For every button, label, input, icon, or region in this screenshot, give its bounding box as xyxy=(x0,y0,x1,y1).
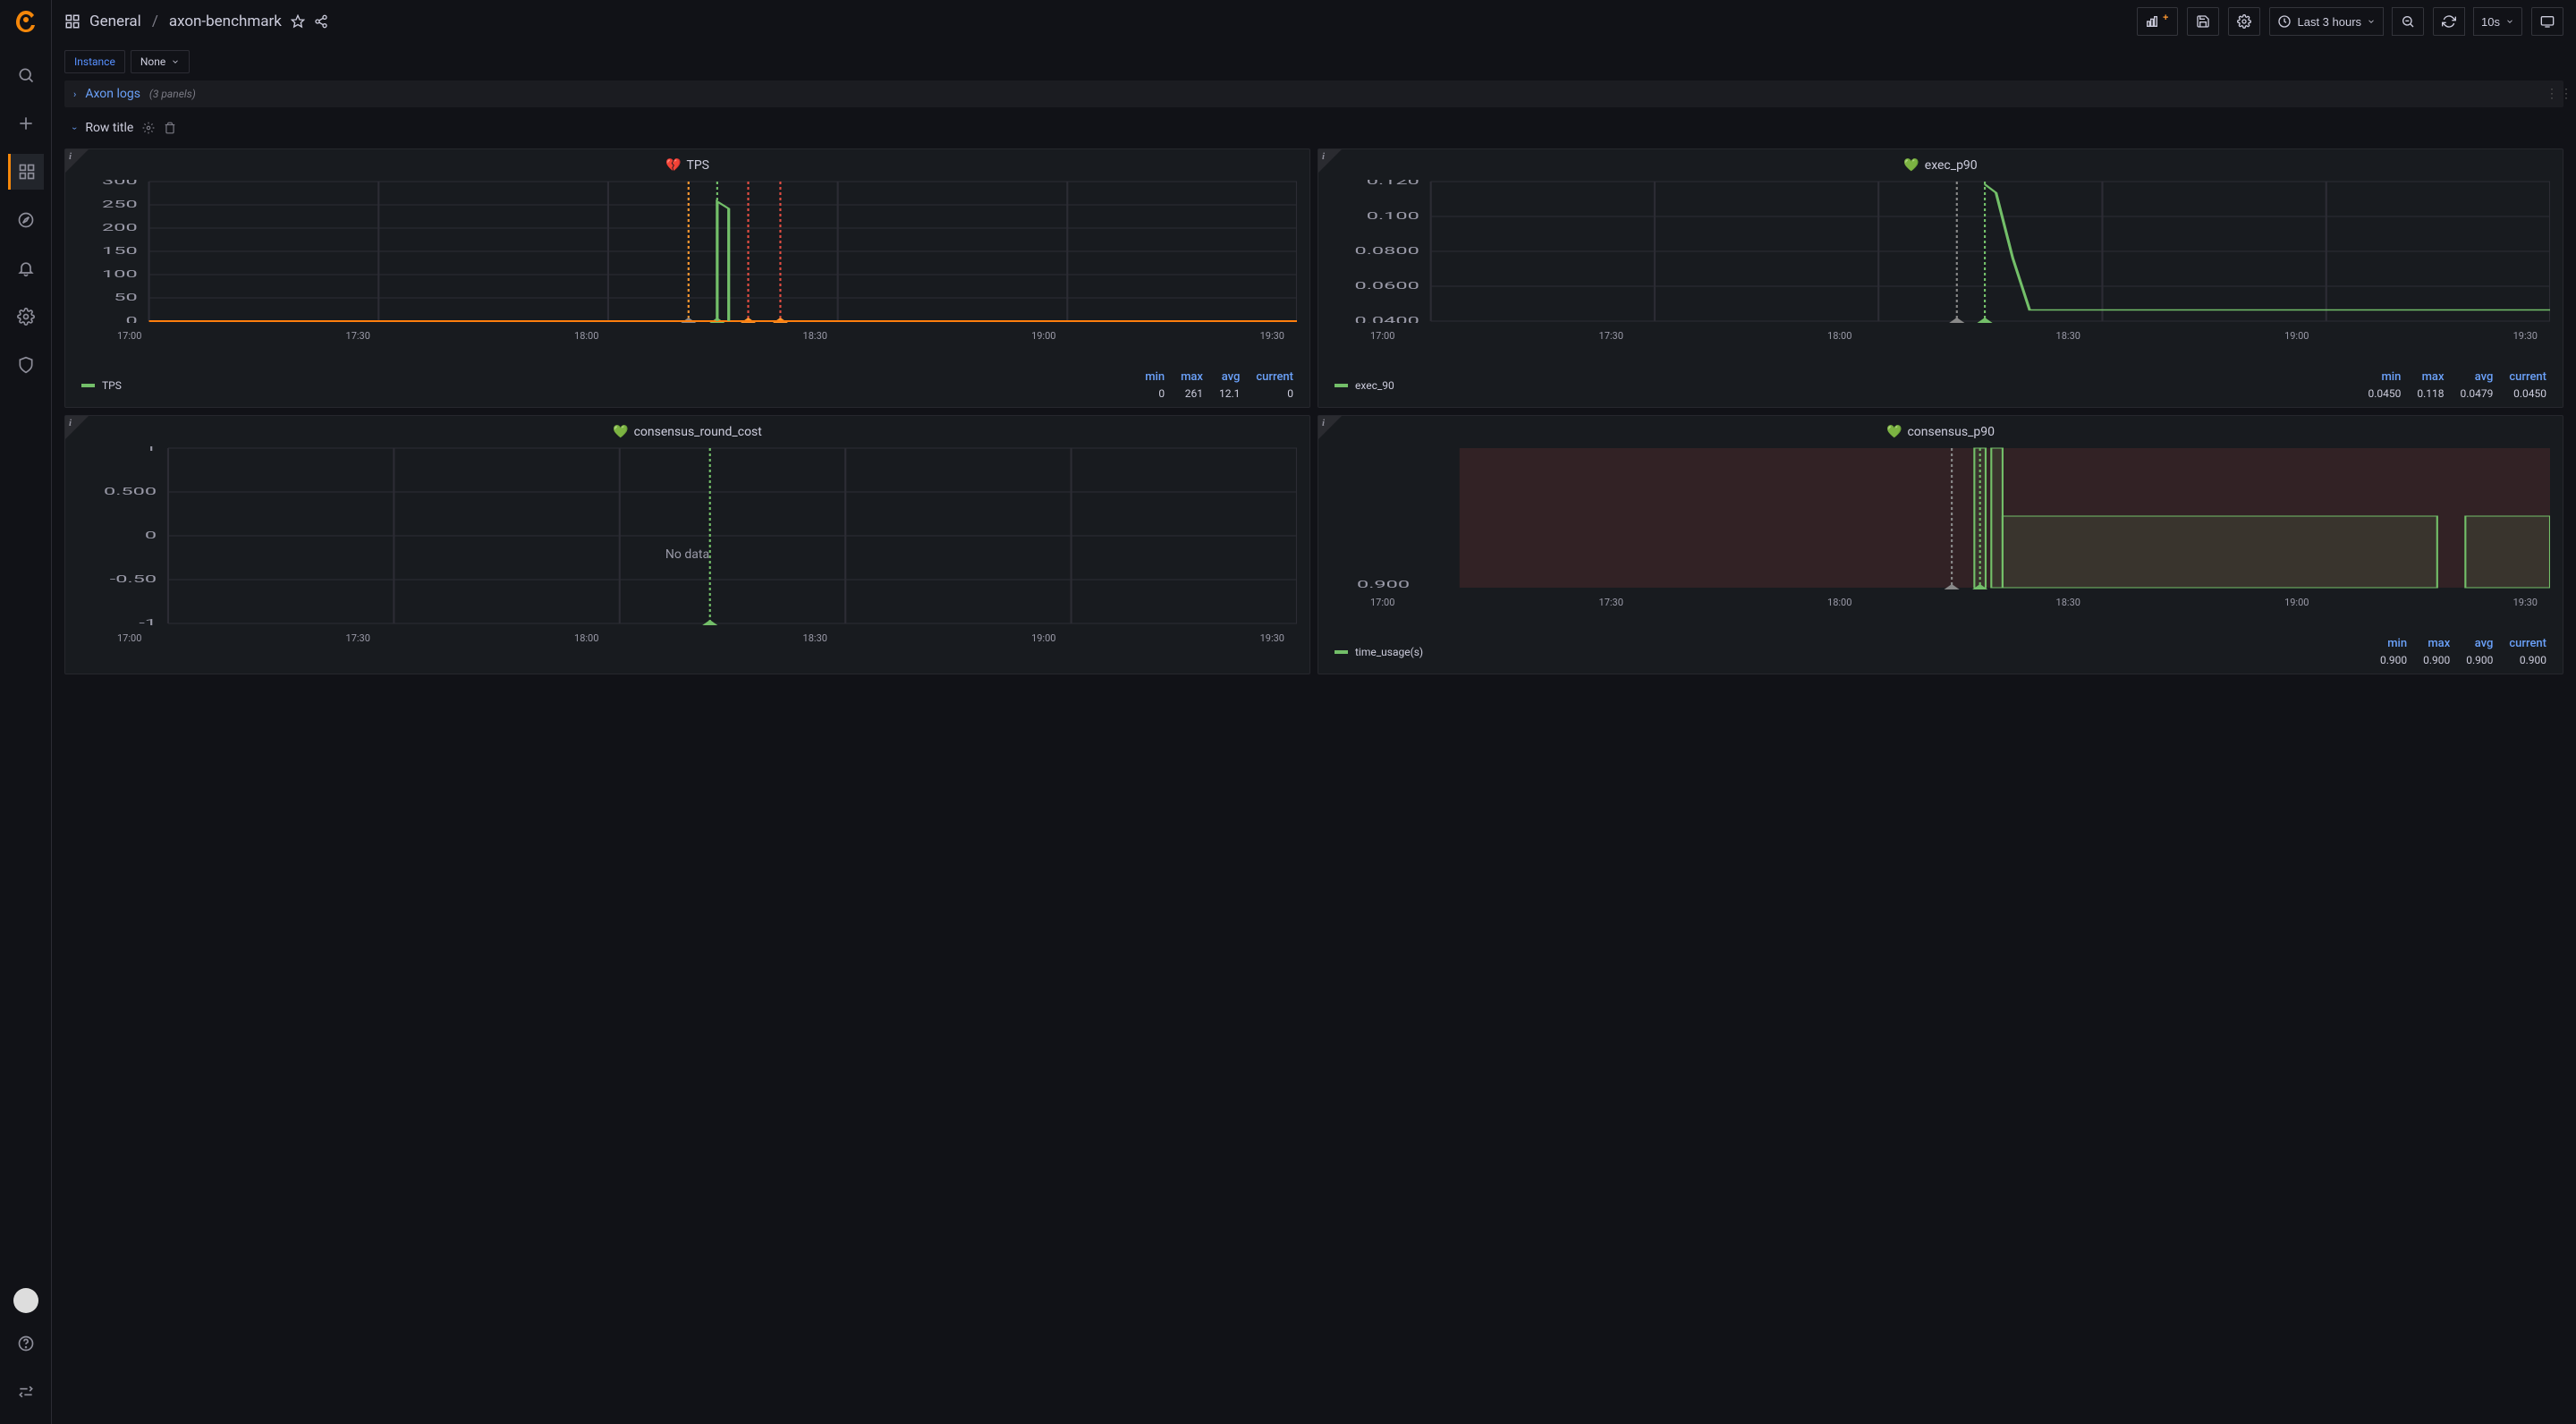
gear-icon[interactable] xyxy=(142,122,155,134)
heart-icon: 💚 xyxy=(1903,158,1919,173)
svg-text:300: 300 xyxy=(102,180,138,187)
timepicker-button[interactable]: Last 3 hours xyxy=(2269,7,2384,36)
variable-value-dropdown[interactable]: None xyxy=(131,50,190,73)
variable-bar: Instance None xyxy=(52,43,2576,81)
svg-text:0.0800: 0.0800 xyxy=(1355,245,1419,257)
chevron-down-icon: › xyxy=(69,126,80,129)
heart-icon: 💔 xyxy=(665,158,681,173)
panel-title-text: TPS xyxy=(686,158,709,173)
grafana-logo-icon[interactable] xyxy=(13,9,39,36)
tv-mode-button[interactable] xyxy=(2531,7,2563,36)
svg-text:50: 50 xyxy=(114,292,137,303)
row-collapsed[interactable]: › Axon logs (3 panels) ⋮⋮ xyxy=(64,81,2563,107)
svg-text:0.0600: 0.0600 xyxy=(1355,280,1419,292)
info-icon[interactable]: i xyxy=(1322,151,1325,162)
variable-name: Instance xyxy=(64,50,125,73)
chart-svg: 0.900 xyxy=(1326,446,2550,589)
chart-svg: -1 -0.50 0 0.500 1 xyxy=(72,446,1297,625)
info-icon[interactable]: i xyxy=(69,418,72,428)
breadcrumb-dashboard[interactable]: axon-benchmark xyxy=(169,13,282,30)
svg-text:200: 200 xyxy=(102,222,138,233)
sidebar xyxy=(0,0,52,1424)
user-avatar[interactable] xyxy=(13,1288,38,1313)
panel-consensus-round-cost[interactable]: i 💚 consensus_round_cost -1 -0.50 0 0.500 1 N… xyxy=(64,415,1310,674)
chart-svg: 0.0400 0.0600 0.0800 0.100 0.120 xyxy=(1326,180,2550,323)
legend-swatch xyxy=(81,384,95,387)
server-admin-icon[interactable] xyxy=(8,347,44,383)
svg-text:0.100: 0.100 xyxy=(1367,210,1419,222)
trash-icon[interactable] xyxy=(164,122,176,134)
panel-title-text: consensus_round_cost xyxy=(634,425,762,439)
row-meta: (3 panels) xyxy=(149,88,196,100)
svg-text:250: 250 xyxy=(102,199,138,210)
alerting-icon[interactable] xyxy=(8,250,44,286)
refresh-interval-label: 10s xyxy=(2481,15,2500,29)
plus-icon[interactable] xyxy=(8,106,44,141)
heart-icon: 💚 xyxy=(1886,425,1902,439)
collapse-icon[interactable] xyxy=(8,1374,44,1410)
row-expanded[interactable]: › Row title xyxy=(64,114,2563,141)
panel-title-text: consensus_p90 xyxy=(1907,425,1995,439)
svg-text:150: 150 xyxy=(102,245,138,257)
no-data-label: No data xyxy=(665,547,709,562)
legend-series-name: exec_90 xyxy=(1355,379,1394,392)
info-icon[interactable]: i xyxy=(1322,418,1325,428)
zoom-out-button[interactable] xyxy=(2392,7,2424,36)
svg-text:-1: -1 xyxy=(139,617,157,625)
refresh-button[interactable] xyxy=(2433,7,2465,36)
svg-text:0: 0 xyxy=(145,530,157,541)
svg-text:1: 1 xyxy=(145,446,157,453)
row-title: Axon logs xyxy=(85,87,140,101)
star-icon[interactable] xyxy=(291,14,305,29)
chart-svg: 0 50 100 150 200 250 300 xyxy=(72,180,1297,323)
panel-tps[interactable]: i 💔TPS 050100150200250300 17:0017:3018:0… xyxy=(64,148,1310,408)
dashboard-icon xyxy=(64,13,80,30)
drag-handle-icon[interactable]: ⋮⋮ xyxy=(2546,87,2555,101)
save-button[interactable] xyxy=(2187,7,2219,36)
configuration-icon[interactable] xyxy=(8,299,44,335)
help-icon[interactable] xyxy=(8,1326,44,1361)
svg-text:-0.50: -0.50 xyxy=(110,573,157,585)
breadcrumb: General / axon-benchmark xyxy=(89,13,282,30)
svg-text:100: 100 xyxy=(102,268,138,280)
legend-swatch xyxy=(1335,650,1348,654)
row-title: Row title xyxy=(85,121,133,135)
info-icon[interactable]: i xyxy=(69,151,72,162)
panel-title-text: exec_p90 xyxy=(1925,158,1978,173)
header: General / axon-benchmark + Last 3 hours … xyxy=(52,0,2576,43)
refresh-interval-button[interactable]: 10s xyxy=(2473,7,2522,36)
svg-text:0.120: 0.120 xyxy=(1367,180,1419,187)
legend-series-name: TPS xyxy=(102,379,122,392)
svg-text:0.0400: 0.0400 xyxy=(1355,315,1419,323)
settings-button[interactable] xyxy=(2228,7,2260,36)
breadcrumb-folder[interactable]: General xyxy=(89,13,141,30)
dashboards-icon[interactable] xyxy=(8,154,44,190)
legend-series-name: time_usage(s) xyxy=(1355,646,1423,658)
search-icon[interactable] xyxy=(8,57,44,93)
svg-text:0: 0 xyxy=(125,315,137,323)
heart-icon: 💚 xyxy=(613,425,628,439)
add-panel-button[interactable]: + xyxy=(2137,7,2178,36)
svg-text:0.900: 0.900 xyxy=(1357,579,1410,589)
svg-text:0.500: 0.500 xyxy=(104,486,157,497)
chevron-right-icon: › xyxy=(73,89,76,100)
breadcrumb-separator: / xyxy=(152,13,158,30)
panel-consensus-p90[interactable]: i 💚consensus_p90 0.900 17:0017:3018:0018… xyxy=(1318,415,2563,674)
panel-exec-p90[interactable]: i 💚 exec_p90 0.0400 0.0600 0.0800 0.100 0.120… xyxy=(1318,148,2563,408)
timepicker-label: Last 3 hours xyxy=(2297,15,2361,29)
explore-icon[interactable] xyxy=(8,202,44,238)
share-icon[interactable] xyxy=(314,14,328,29)
legend-swatch xyxy=(1335,384,1348,387)
